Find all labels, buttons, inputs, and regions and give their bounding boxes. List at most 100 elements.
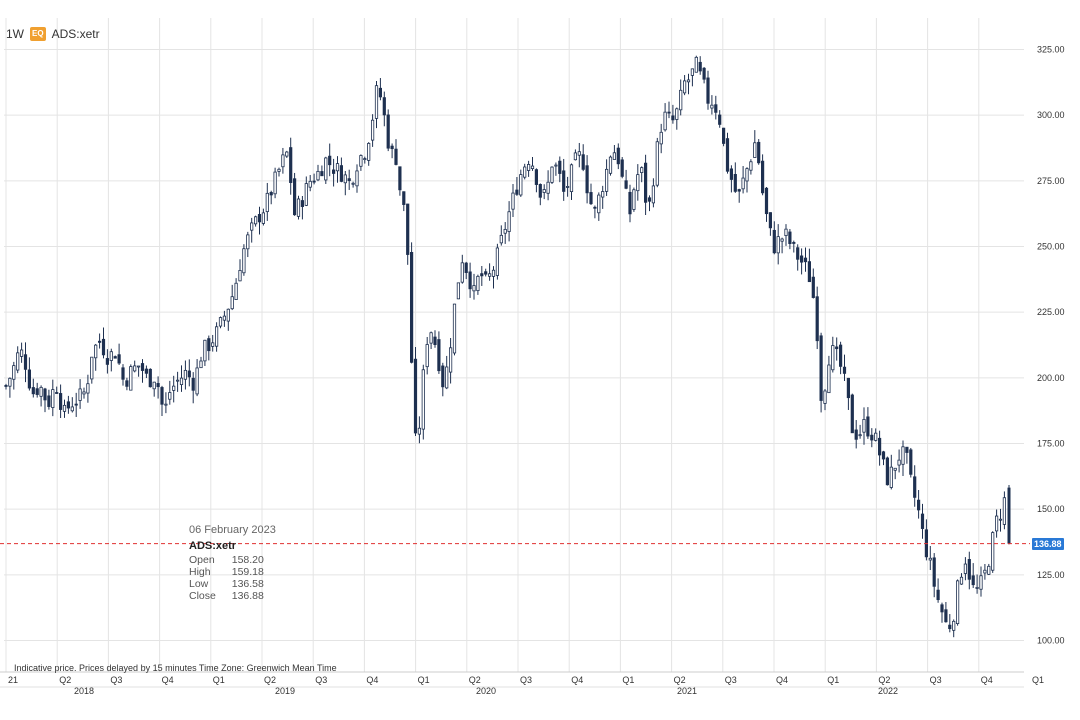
candle-body [725, 138, 730, 172]
candle-body [156, 383, 160, 388]
candle-body [897, 459, 901, 466]
candle-body [23, 354, 28, 370]
candle-body [101, 338, 106, 356]
candle-body [991, 532, 995, 571]
candle-body [4, 385, 8, 387]
candle-body [714, 104, 718, 113]
candle-body [94, 344, 98, 359]
candle-body [866, 416, 870, 437]
x-tick-label: Q4 [776, 675, 788, 685]
candle-body [651, 185, 656, 204]
candle-body [90, 356, 94, 380]
candle-body [679, 89, 683, 111]
candle-body [331, 169, 336, 174]
candle-body [250, 222, 254, 231]
candle-body [452, 303, 457, 354]
candle-body [655, 141, 659, 186]
candle-body [448, 347, 453, 373]
candle-body [663, 111, 667, 131]
candle-body [737, 189, 741, 192]
candle-body [807, 261, 812, 283]
equity-badge-icon: EQ [30, 27, 46, 41]
candle-body [624, 180, 628, 189]
year-label: 2020 [476, 686, 496, 696]
candle-body [959, 576, 964, 585]
candle-body [803, 257, 808, 263]
candle-body [881, 451, 886, 460]
candle-body [234, 282, 238, 300]
year-label: 2021 [677, 686, 697, 696]
candle-body [472, 285, 476, 292]
interval-label[interactable]: 1W [6, 27, 24, 41]
tooltip-high-value: 159.18 [231, 566, 264, 578]
tooltip-date: 06 February 2023 [189, 524, 276, 536]
candle-body [800, 255, 804, 263]
x-tick-label: Q2 [264, 675, 276, 685]
candle-body [819, 335, 823, 401]
last-price-tag: 136.88 [1032, 537, 1064, 550]
candle-body [569, 164, 574, 193]
x-tick-label: Q3 [520, 675, 532, 685]
candle-body [585, 165, 589, 194]
candle-body [815, 296, 819, 342]
x-tick-label: Q4 [366, 675, 378, 685]
candle-body [339, 165, 344, 182]
candle-body [636, 174, 640, 192]
candle-body [413, 358, 418, 434]
candle-body [507, 211, 511, 232]
candle-body [437, 339, 441, 372]
candle-body [242, 248, 246, 274]
candle-body [998, 518, 1003, 521]
candle-body [901, 446, 905, 465]
candle-body [273, 171, 277, 195]
candle-body [8, 377, 12, 387]
candle-body [530, 165, 535, 170]
candle-body [113, 356, 117, 359]
x-tick-label: Q1 [418, 675, 430, 685]
candle-body [296, 198, 301, 217]
tooltip-close-value: 136.88 [231, 590, 264, 602]
candle-body [398, 166, 402, 191]
tooltip-table: Open 158.20 High 159.18 Low 136.58 Close 136… [189, 554, 264, 602]
candle-body [164, 403, 168, 406]
y-tick-label: 275.00 [1037, 176, 1065, 186]
candle-body [214, 326, 219, 347]
candle-body [538, 184, 542, 198]
candle-body [647, 197, 652, 202]
candle-body [31, 387, 35, 395]
candle-body [870, 434, 874, 441]
x-tick-label: Q3 [725, 675, 737, 685]
candle-body [792, 242, 796, 244]
symbol-label[interactable]: ADS:xetr [51, 27, 100, 41]
candle-body [117, 354, 121, 364]
candle-body [729, 168, 734, 180]
candle-body [519, 174, 523, 196]
candle-body [671, 115, 675, 121]
x-tick-label: Q1 [827, 675, 839, 685]
tooltip-symbol: ADS:xetr [189, 540, 237, 552]
y-tick-label: 100.00 [1037, 635, 1065, 645]
candle-body [757, 141, 761, 164]
candle-body [562, 170, 566, 192]
candle-body [98, 340, 102, 343]
candle-body [971, 575, 975, 586]
candle-body [199, 360, 203, 369]
candle-body [741, 177, 745, 190]
candle-body [277, 168, 281, 172]
x-tick-label: Q3 [315, 675, 327, 685]
candle-body [324, 157, 328, 181]
candle-body [581, 154, 585, 170]
candle-body [698, 61, 702, 72]
candle-body [839, 344, 843, 367]
candle-body [417, 427, 422, 435]
candle-body [484, 271, 488, 275]
candle-body [386, 114, 390, 149]
candle-body [811, 276, 815, 298]
candle-body [59, 393, 63, 410]
year-label: 2022 [878, 686, 898, 696]
candle-body [39, 386, 43, 397]
candle-body [12, 365, 16, 380]
candle-body [995, 515, 999, 532]
